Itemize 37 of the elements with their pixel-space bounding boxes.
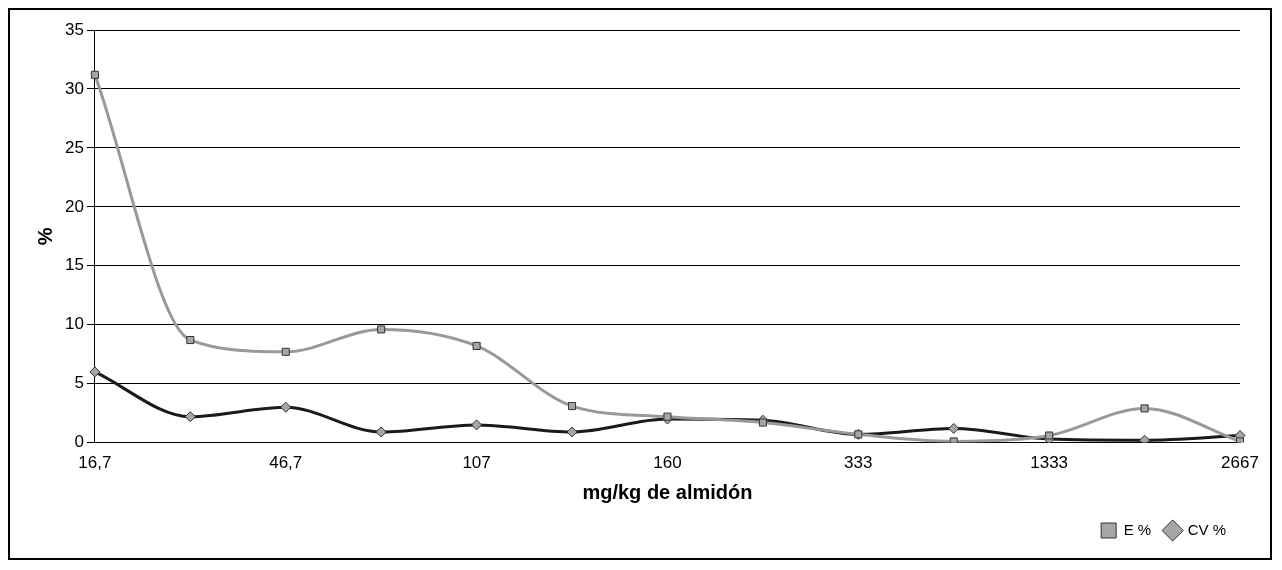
point	[377, 325, 386, 334]
point	[663, 412, 672, 421]
y-tick-label: 35	[64, 19, 84, 39]
y-tick-label: 0	[74, 432, 84, 452]
point	[375, 426, 387, 438]
legend-label: E %	[1123, 520, 1152, 538]
point	[948, 422, 960, 434]
x-tick-label: 1333	[1030, 453, 1069, 473]
y-tick-label: 20	[64, 196, 84, 216]
point	[566, 426, 578, 438]
x-tick-label: 107	[462, 453, 491, 473]
point	[281, 347, 290, 356]
point	[568, 402, 577, 411]
y-tick-label: 25	[64, 137, 84, 157]
y-tick-label: 5	[74, 373, 84, 393]
y-tick-label: 30	[64, 78, 84, 98]
point	[90, 70, 99, 79]
x-tick-label: 46,7	[269, 453, 303, 473]
point	[184, 411, 196, 423]
x-tick-label: 333	[844, 453, 873, 473]
x-tick-label: 2667	[1221, 453, 1259, 473]
y-axis-title: %	[33, 227, 56, 246]
point	[758, 418, 767, 427]
point	[1140, 404, 1149, 413]
point	[472, 341, 481, 350]
legend-label: CV %	[1187, 520, 1226, 538]
point	[854, 430, 863, 439]
point	[1139, 434, 1151, 443]
x-tick-label: 16,7	[78, 453, 112, 473]
point	[89, 366, 101, 378]
point	[280, 401, 292, 413]
y-tick-label: 10	[64, 314, 84, 334]
point	[186, 336, 195, 345]
x-axis-title: mg/kg de almidón	[582, 480, 753, 503]
y-tick-label: 15	[64, 255, 84, 275]
x-tick-label: 160	[653, 453, 682, 473]
point	[471, 419, 483, 431]
